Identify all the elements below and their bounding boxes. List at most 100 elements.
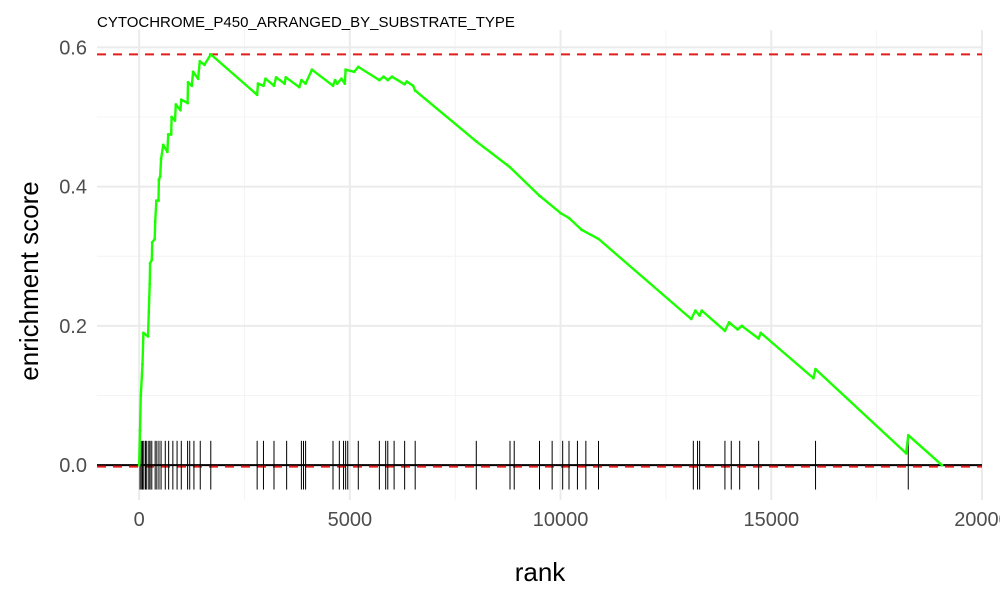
curve-point [186, 80, 190, 84]
curve-point [173, 119, 177, 122]
curve-point [179, 108, 182, 112]
enrichment-curve-group [137, 52, 944, 467]
curve-point [274, 75, 278, 79]
curve-point [413, 89, 417, 92]
curve-point [538, 194, 541, 198]
curve-point [157, 178, 161, 182]
chart-title: CYTOCHROME_P450_ARRANGED_BY_SUBSTRATE_TY… [97, 14, 515, 31]
curve-point [700, 309, 704, 313]
curve-point [196, 77, 200, 81]
curve-point [174, 103, 178, 106]
curve-point [757, 337, 761, 340]
curve-point [736, 328, 739, 331]
curve-point [333, 78, 337, 82]
grid-lines [97, 30, 983, 500]
curve-point [161, 143, 165, 147]
curve-point [356, 65, 360, 69]
x-axis-title: rank [515, 557, 567, 587]
x-tick-label: 0 [134, 509, 145, 531]
curve-point [343, 82, 347, 86]
curve-point [580, 228, 584, 232]
curve-point [597, 237, 600, 241]
y-tick-label: 0.2 [59, 316, 87, 338]
curve-point [567, 216, 571, 220]
curve-point [297, 85, 301, 89]
curve-point [299, 78, 303, 82]
curve-point [159, 157, 163, 161]
x-tick-label: 10000 [533, 509, 589, 531]
curve-point [559, 211, 562, 215]
x-tick-label: 15000 [743, 509, 799, 531]
curve-point [170, 115, 173, 119]
enrichment-curve [137, 53, 943, 467]
curve-point [723, 329, 727, 333]
curve-point [377, 78, 381, 82]
curve-point [191, 70, 195, 74]
curve-point [698, 314, 702, 317]
curve-point [284, 75, 288, 79]
curve-point [264, 77, 267, 81]
curve-point [146, 334, 150, 338]
curve-point [262, 84, 265, 88]
curve-point [740, 324, 744, 328]
curve-point [759, 331, 763, 335]
curve-point [141, 362, 144, 366]
curve-point [694, 309, 697, 313]
curve-point [411, 84, 415, 88]
curve-point [157, 199, 160, 202]
x-tick-label: 5000 [328, 509, 373, 531]
curve-point [335, 82, 339, 86]
curve-point [340, 77, 343, 81]
curve-point [150, 240, 154, 244]
hit-ticks [139, 440, 909, 490]
curve-point [344, 68, 348, 72]
y-tick-labels: 0.0 0.2 0.4 0.6 [59, 37, 87, 477]
curve-point [405, 80, 409, 83]
curve-point [272, 84, 276, 88]
curve-point [165, 150, 169, 154]
curve-point [382, 75, 385, 79]
curve-point [153, 220, 157, 223]
curve-point [255, 93, 259, 97]
threshold-lines [97, 53, 982, 468]
curve-point [904, 451, 908, 455]
curve-point [390, 75, 394, 79]
curve-point [386, 78, 390, 82]
curve-point [283, 82, 286, 86]
curve-point [474, 140, 478, 143]
curve-point [906, 433, 910, 437]
curve-point [689, 317, 693, 321]
curve-point [331, 84, 335, 88]
curve-point [147, 310, 151, 314]
curve-point [137, 463, 141, 467]
curve-point [352, 70, 356, 74]
curve-point [304, 82, 308, 86]
curve-point [169, 133, 173, 136]
curve-point [186, 101, 190, 105]
y-tick-label: 0.4 [59, 177, 87, 199]
y-axis-title: enrichment score [14, 181, 44, 380]
curve-point [139, 394, 143, 397]
curve-point [256, 82, 260, 86]
y-tick-label: 0.0 [59, 455, 87, 477]
curve-point [812, 376, 815, 380]
curve-point [158, 174, 162, 178]
curve-point [179, 98, 183, 102]
curve-point [155, 199, 158, 202]
curve-point [141, 331, 145, 335]
curve-point [148, 282, 152, 286]
curve-point [148, 261, 152, 265]
curve-point [190, 84, 194, 88]
curve-point [209, 52, 213, 56]
curve-point [727, 321, 731, 324]
curve-point [940, 463, 944, 467]
curve-point [138, 428, 142, 432]
curve-point [166, 133, 170, 136]
curve-point [203, 63, 206, 67]
curve-point [150, 258, 154, 262]
curve-point [310, 68, 314, 72]
y-tick-label: 0.6 [59, 37, 87, 59]
